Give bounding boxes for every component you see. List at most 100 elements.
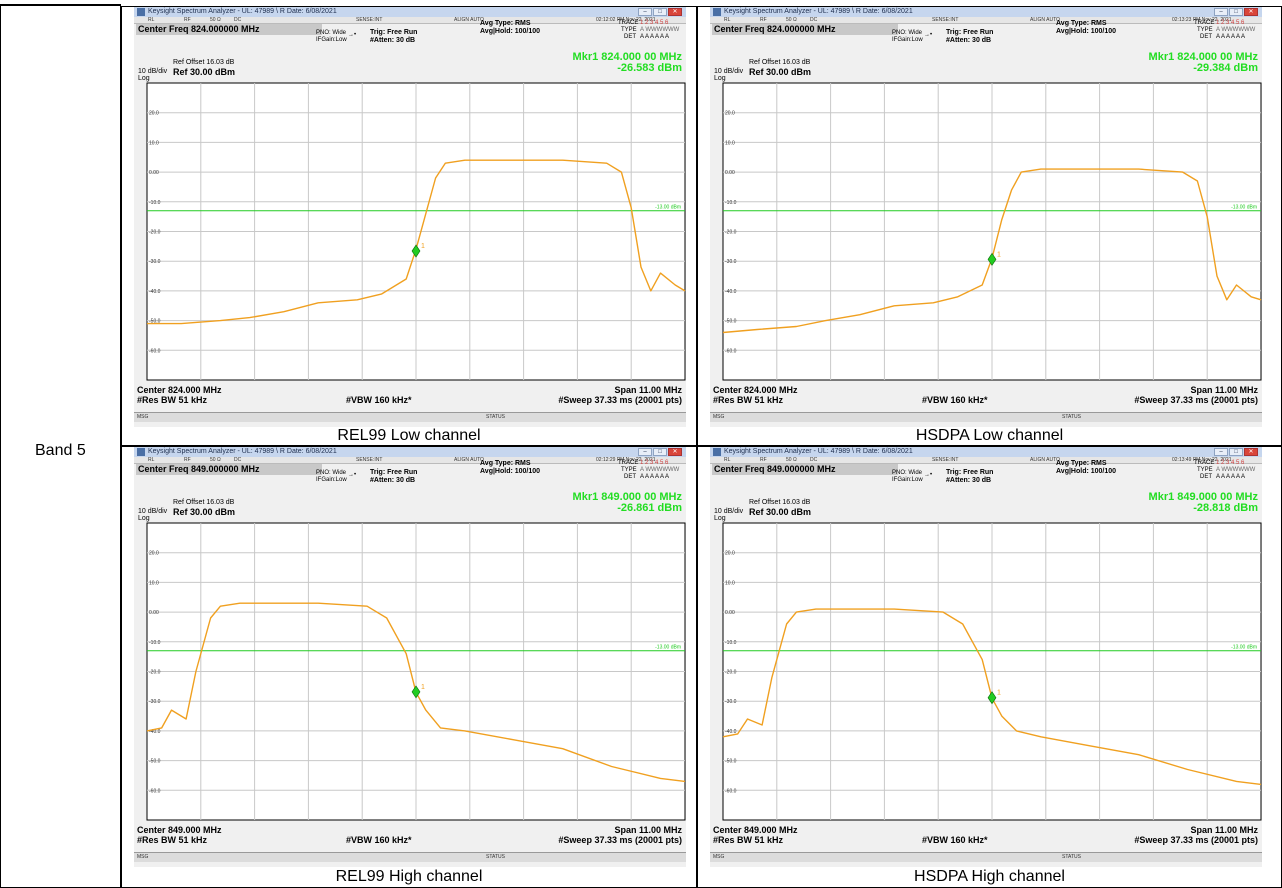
res-bw-label: #Res BW 51 kHz (713, 835, 784, 845)
maximize-button[interactable]: □ (653, 448, 667, 456)
y-tick-label: 10.0 (149, 580, 159, 586)
limit-line-label: -13.00 dBm (1231, 205, 1257, 211)
arrow-icon: →• (924, 472, 933, 478)
marker-diamond (411, 685, 421, 699)
avg-hold-label: Avg|Hold: 100/100 (1056, 468, 1117, 475)
settings-bar: RL RF 50 Ω DC SENSE:INT ALIGN AUTO 02:12… (134, 17, 686, 24)
align-label: ALIGN AUTO (1030, 457, 1060, 463)
sense-label: SENSE:INT (932, 17, 959, 23)
y-tick-label: -50.0 (149, 759, 161, 765)
status-label: STATUS (486, 854, 505, 860)
window-title-bar: Keysight Spectrum Analyzer - UL: 47989 \… (710, 447, 1262, 457)
minimize-button[interactable]: – (1214, 448, 1228, 456)
minimize-button[interactable]: – (1214, 8, 1228, 16)
y-tick-label: -40.0 (725, 729, 737, 735)
center-freq-title[interactable]: Center Freq 824.000000 MHz (136, 24, 322, 35)
trace-label: TRACE (618, 20, 639, 26)
y-tick-label: 20.0 (149, 111, 159, 117)
y-tick-label: -30.0 (149, 699, 161, 705)
avg-type-label: Avg Type: RMS (1056, 460, 1107, 467)
type-value: A WWWWWW (640, 467, 680, 473)
avg-hold-label: Avg|Hold: 100/100 (480, 28, 541, 35)
avg-type-label: Avg Type: RMS (480, 20, 531, 27)
timestamp: 02:12:02 PM Nov 22, 2021 (596, 17, 656, 23)
close-button[interactable]: ✕ (668, 448, 682, 456)
log-label: Log (138, 75, 150, 82)
sense-label: SENSE:INT (932, 457, 959, 463)
sweep-label: #Sweep 37.33 ms (20001 pts) (558, 835, 682, 845)
marker-frequency: Mkr1 849.000 00 MHz (1148, 491, 1258, 503)
y-tick-label: 20.0 (149, 551, 159, 557)
ifgain-label: IFGain:Low (892, 37, 923, 43)
det-label: DET (1200, 474, 1212, 480)
y-tick-label: -30.0 (149, 259, 161, 265)
panel-caption: REL99 Low channel (337, 427, 481, 444)
maximize-button[interactable]: □ (1229, 8, 1243, 16)
coupling-label: DC (810, 17, 818, 23)
close-button[interactable]: ✕ (1244, 448, 1258, 456)
trace-label: TRACE (1194, 20, 1215, 26)
impedance-label: 50 Ω (210, 17, 221, 23)
close-button[interactable]: ✕ (1244, 8, 1258, 16)
log-label: Log (714, 75, 726, 82)
window-title: Keysight Spectrum Analyzer - UL: 47989 \… (148, 8, 337, 15)
det-value: A A A A A A (1216, 474, 1246, 480)
center-freq-title[interactable]: Center Freq 849.000000 MHz (712, 464, 898, 475)
y-tick-label: 10.0 (725, 580, 735, 586)
limit-line-label: -13.00 dBm (1231, 645, 1257, 651)
atten-label: #Atten: 30 dB (946, 477, 992, 484)
marker-frequency: Mkr1 824.000 00 MHz (1148, 51, 1258, 63)
center-label: Center 849.000 MHz (713, 825, 798, 835)
timestamp: 02:13:23 PM Nov 22, 2021 (1172, 17, 1232, 23)
panel-caption: REL99 High channel (335, 868, 483, 885)
type-value: A WWWWWW (1216, 27, 1256, 33)
type-label: TYPE (1197, 27, 1213, 33)
marker-frequency: Mkr1 824.000 00 MHz (572, 51, 682, 63)
y-tick-label: 0.00 (725, 610, 735, 616)
minimize-button[interactable]: – (638, 448, 652, 456)
marker-diamond (987, 691, 997, 705)
msg-label: MSG (713, 854, 725, 860)
marker-level: -29.384 dBm (1193, 62, 1258, 74)
pno-label: PNO: Wide (892, 470, 923, 476)
status-bar: MSG STATUS (134, 412, 686, 422)
band-label: Band 5 (35, 442, 86, 459)
arrow-icon: →• (924, 32, 933, 38)
y-tick-label: -40.0 (149, 729, 161, 735)
maximize-button[interactable]: □ (653, 8, 667, 16)
msg-label: MSG (137, 414, 149, 420)
minimize-button[interactable]: – (638, 8, 652, 16)
ref-level: Ref 30.00 dBm (749, 507, 812, 517)
trace-numbers: 1 2 3 4 5 6 (640, 20, 669, 26)
trig-label: Trig: Free Run (370, 469, 418, 476)
settings-bar: RL RF 50 Ω DC SENSE:INT ALIGN AUTO 02:12… (134, 457, 686, 464)
app-icon (713, 448, 721, 456)
sense-label: SENSE:INT (356, 17, 383, 23)
sweep-label: #Sweep 37.33 ms (20001 pts) (558, 395, 682, 405)
ref-offset: Ref Offset 16.03 dB (749, 59, 811, 66)
status-bar: MSG STATUS (134, 852, 686, 862)
status-label: STATUS (1062, 414, 1081, 420)
trig-label: Trig: Free Run (946, 469, 994, 476)
window-title: Keysight Spectrum Analyzer - UL: 47989 \… (724, 448, 913, 455)
center-freq-title[interactable]: Center Freq 849.000000 MHz (136, 464, 322, 475)
spectrum-trace (146, 602, 686, 783)
avg-hold-label: Avg|Hold: 100/100 (1056, 28, 1117, 35)
type-label: TYPE (1197, 467, 1213, 473)
y-tick-label: -20.0 (725, 230, 737, 236)
rf-label: RF (184, 457, 191, 463)
window-title-bar: Keysight Spectrum Analyzer - UL: 47989 \… (134, 447, 686, 457)
log-label: Log (714, 515, 726, 522)
marker-number: 1 (997, 251, 1001, 258)
type-label: TYPE (621, 467, 637, 473)
sweep-label: #Sweep 37.33 ms (20001 pts) (1134, 835, 1258, 845)
vbw-label: #VBW 160 kHz* (922, 395, 988, 405)
maximize-button[interactable]: □ (1229, 448, 1243, 456)
close-button[interactable]: ✕ (668, 8, 682, 16)
spectrum-trace (147, 159, 686, 325)
vbw-label: #VBW 160 kHz* (346, 835, 412, 845)
ref-level: Ref 30.00 dBm (749, 67, 812, 77)
spectrum-plot: 20.0 10.0 0.00 -10.0 -20.0 -30.0 -40.0 -50.0 -60… (722, 82, 1262, 381)
center-freq-title[interactable]: Center Freq 824.000000 MHz (712, 24, 898, 35)
impedance-label: 50 Ω (786, 17, 797, 23)
